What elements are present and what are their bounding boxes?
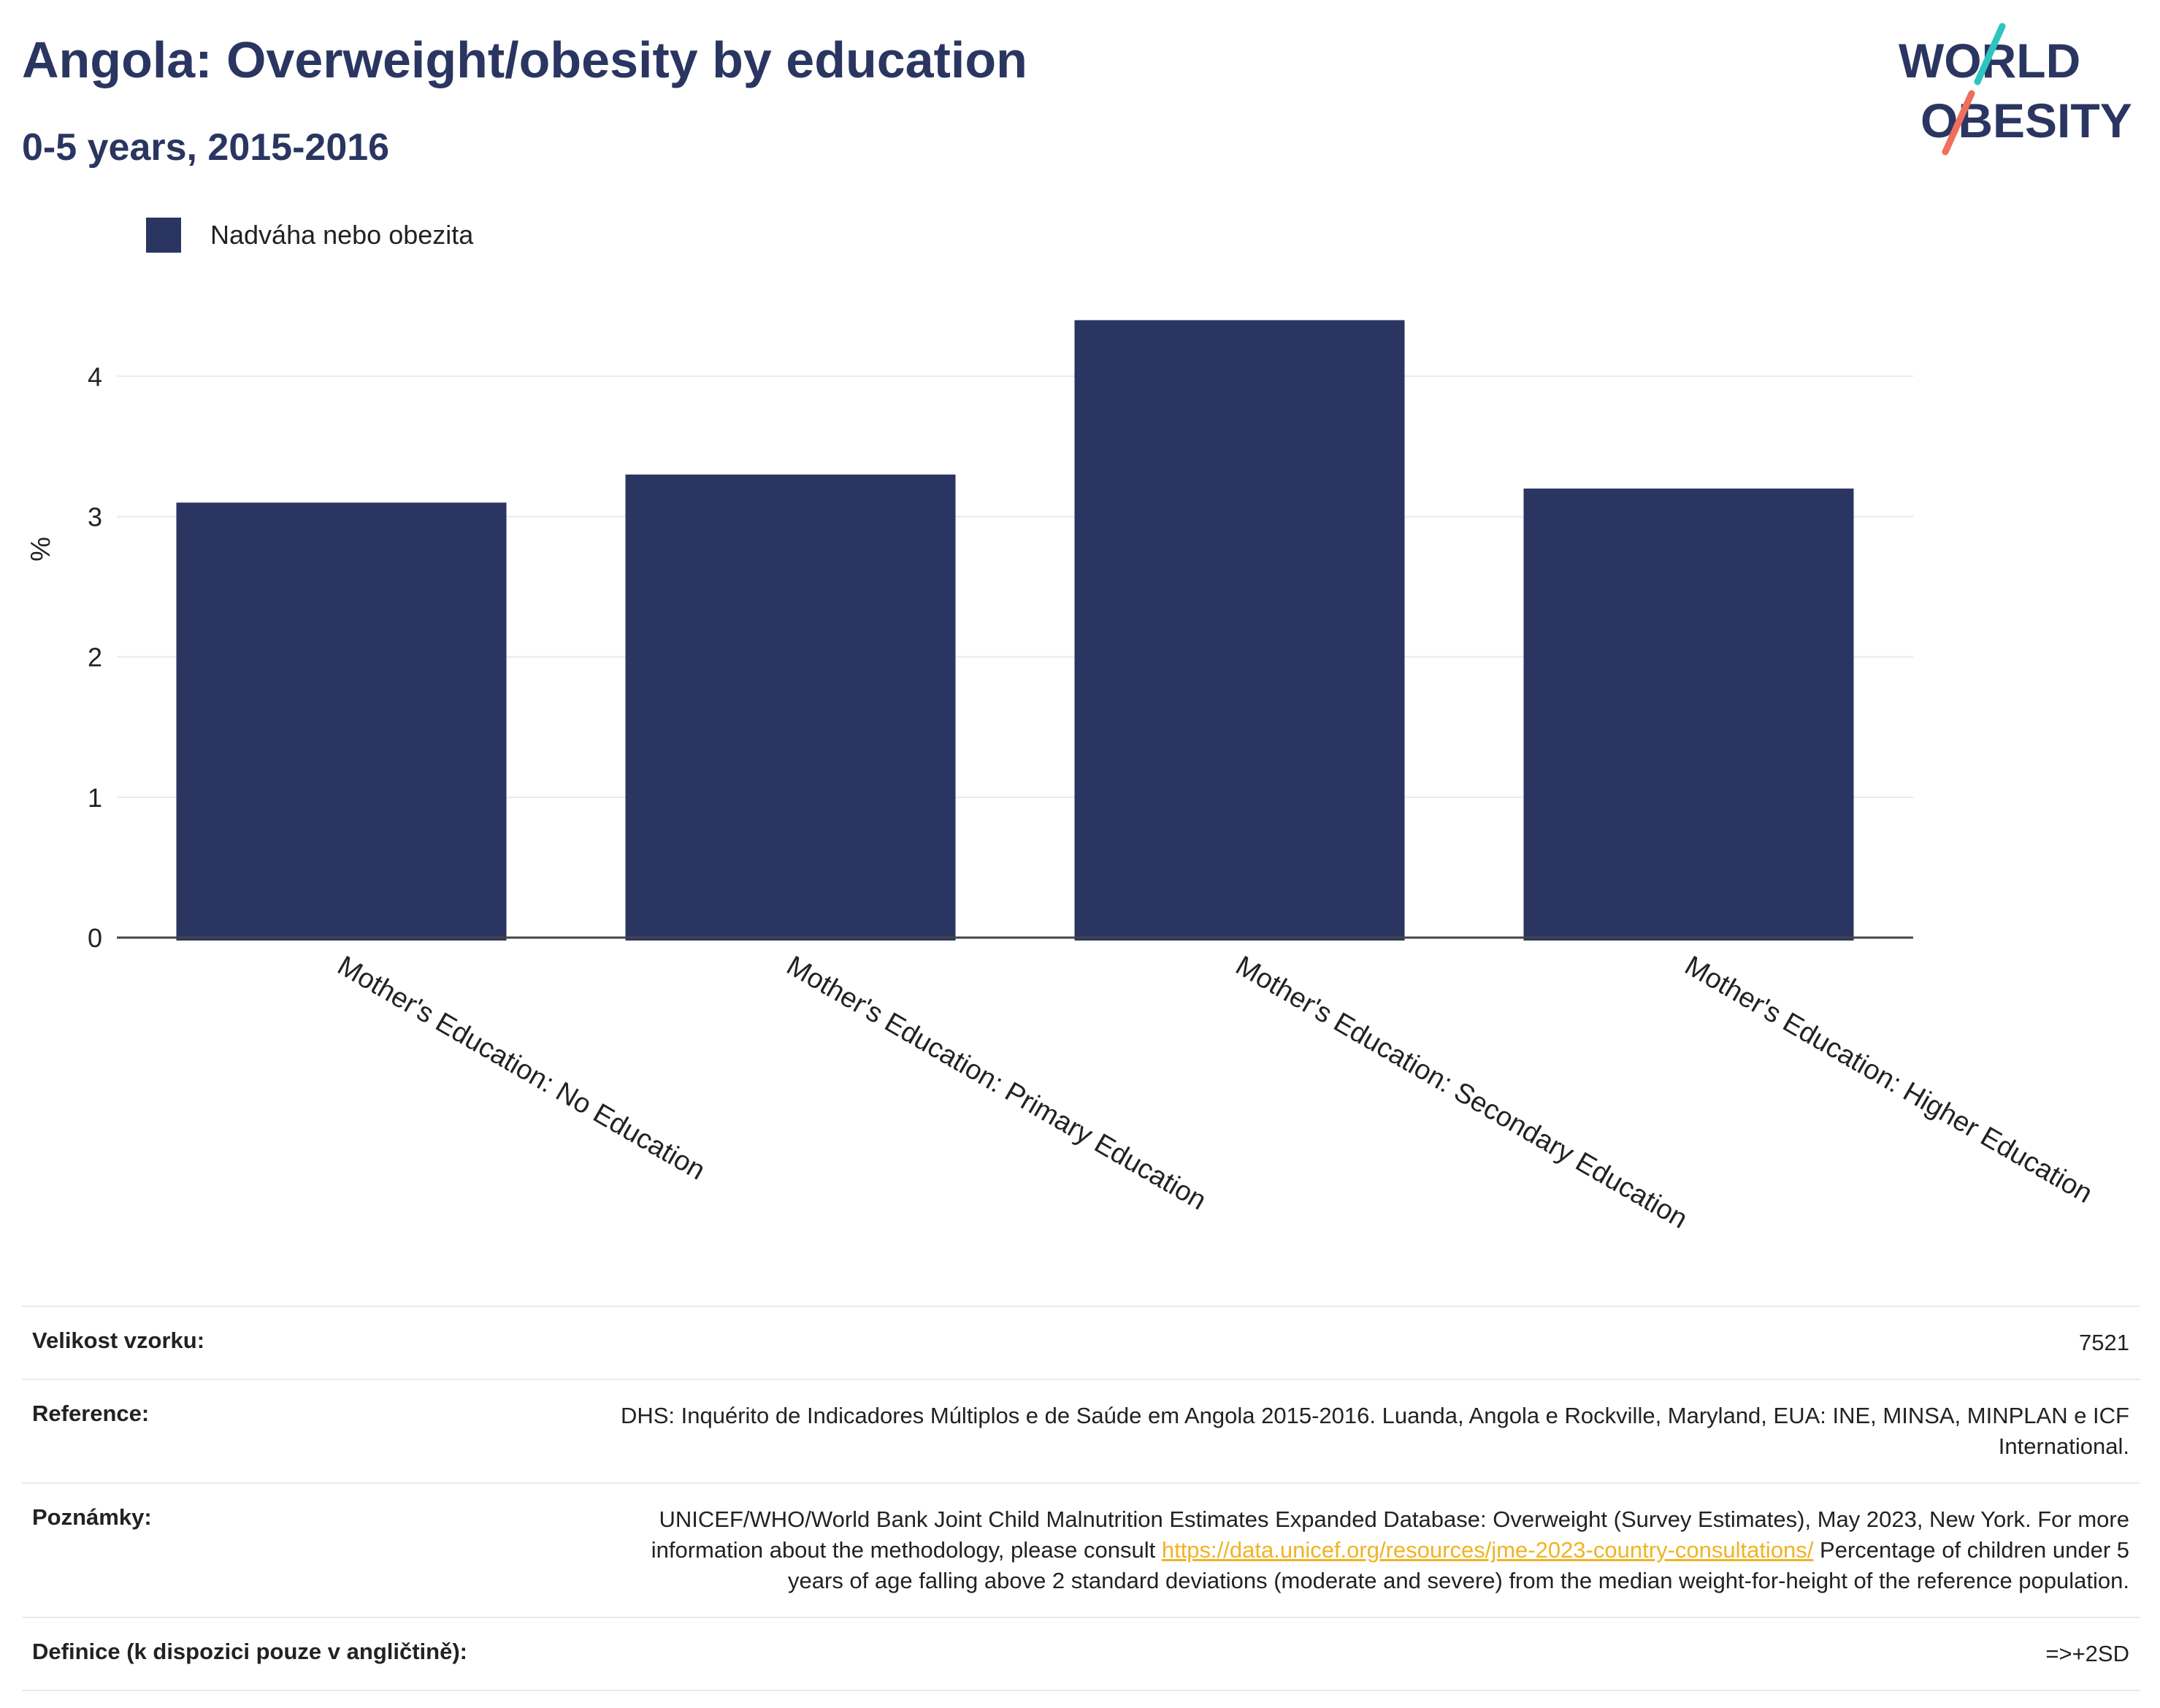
notes-definition-text: Percentage of children under 5 years of … <box>788 1537 2129 1593</box>
meta-row-definition: Definice (k dispozici pouze v angličtině… <box>22 1617 2140 1691</box>
sample-size-value: 7521 <box>2079 1330 2129 1355</box>
definition-label: Definice (k dispozici pouze v angličtině… <box>32 1639 467 1664</box>
x-tick-label: Mother's Education: Higher Education <box>1680 950 2097 1209</box>
legend-label: Nadváha nebo obezita <box>210 220 474 250</box>
logo-line-2: OBESITY <box>1920 93 2132 148</box>
reference-label: Reference: <box>32 1401 150 1426</box>
logo-slash-coral <box>1942 90 1975 156</box>
legend-swatch <box>146 218 181 253</box>
sample-size-label: Velikost vzorku: <box>32 1328 205 1353</box>
world-obesity-logo: WORLD OBESITY <box>1899 23 2132 156</box>
x-tick-label: Mother's Education: No Education <box>332 950 711 1186</box>
bars <box>176 320 1854 941</box>
meta-row-notes: Poznámky: UNICEF/WHO/World Bank Joint Ch… <box>22 1482 2140 1617</box>
chart-subtitle: 0-5 years, 2015-2016 <box>22 126 390 169</box>
notes-value: UNICEF/WHO/World Bank Joint Child Malnut… <box>610 1504 2129 1596</box>
y-tick-label: 1 <box>88 783 102 813</box>
x-tick-label: Mother's Education: Primary Education <box>781 950 1211 1216</box>
bar <box>1523 489 1854 941</box>
notes-label: Poznámky: <box>32 1504 152 1530</box>
bar <box>176 502 507 941</box>
x-tick-label: Mother's Education: Secondary Education <box>1230 950 1693 1235</box>
bar <box>625 474 956 941</box>
y-tick-labels: 0 1 2 3 4 <box>88 361 102 953</box>
methodology-link[interactable]: https://data.unicef.org/resources/jme-20… <box>1161 1537 1814 1563</box>
meta-row-sample: Velikost vzorku: 7521 <box>22 1306 2140 1379</box>
metadata-table: Velikost vzorku: 7521 Reference: DHS: In… <box>22 1306 2140 1691</box>
y-tick-label: 4 <box>88 361 102 391</box>
y-tick-label: 0 <box>88 923 102 953</box>
definition-value: =>+2SD <box>2045 1641 2129 1666</box>
notes-text: UNICEF/WHO/World Bank Joint Child Malnut… <box>651 1506 2129 1563</box>
chart-title: Angola: Overweight/obesity by education <box>22 31 1027 88</box>
logo-slash-teal <box>1974 23 2006 85</box>
y-tick-label: 2 <box>88 643 102 673</box>
bar <box>1074 320 1405 941</box>
y-tick-label: 3 <box>88 502 102 532</box>
y-axis-label: % <box>26 537 56 562</box>
x-tick-labels: Mother's Education: No Education Mother's… <box>332 950 2097 1235</box>
legend: Nadváha nebo obezita <box>146 218 473 253</box>
reference-value: DHS: Inquérito de Indicadores Múltiplos … <box>620 1403 2129 1459</box>
meta-row-reference: Reference: DHS: Inquérito de Indicadores… <box>22 1379 2140 1482</box>
